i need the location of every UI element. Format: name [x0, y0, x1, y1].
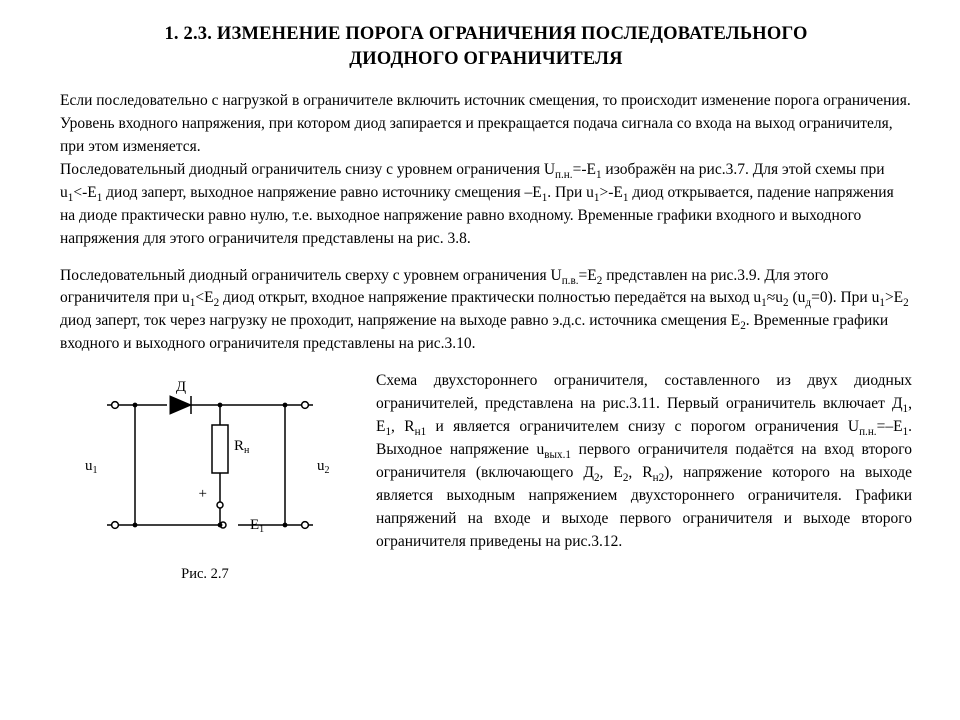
p3-seg: =–E — [877, 418, 903, 435]
p3-seg: , R — [391, 418, 415, 435]
p1-seg: <-E — [73, 184, 96, 201]
svg-text:E1: E1 — [250, 517, 264, 535]
figure-caption: Рис. 2.7 — [60, 566, 350, 583]
p2-seg: <E — [195, 289, 213, 306]
p1-seg: >-E — [599, 184, 622, 201]
svg-text:Rн: Rн — [234, 438, 250, 456]
p1-seg: Последовательный диодный ограничитель сн… — [60, 161, 555, 178]
section-title: 1. 2.3. ИЗМЕНЕНИЕ ПОРОГА ОГРАНИЧЕНИЯ ПОС… — [60, 22, 912, 72]
p2-seg: (u — [789, 289, 806, 306]
circuit-diagram: Д Rн u1 u2 + E1 — [60, 370, 350, 560]
paragraph-3: Схема двухстороннего ограничителя, соста… — [376, 370, 912, 554]
figure-row: Д Rн u1 u2 + E1 Рис. 2.7 Схема двухстороннего… — [60, 370, 912, 583]
svg-text:+: + — [199, 486, 207, 502]
svg-text:Д: Д — [176, 379, 186, 395]
p2-seg: диод открыт, входное напряжение практиче… — [219, 289, 761, 306]
p3-seg: и является ограничителем снизу с порогом… — [426, 418, 859, 435]
p2-seg: ≈u — [767, 289, 783, 306]
title-line-2: ДИОДНОГО ОГРАНИЧИТЕЛЯ — [349, 49, 622, 69]
title-line-1: 1. 2.3. ИЗМЕНЕНИЕ ПОРОГА ОГРАНИЧЕНИЯ ПОС… — [164, 24, 807, 44]
p3-sub: вых.1 — [544, 449, 571, 461]
p3-seg: , E — [600, 464, 623, 481]
paragraph-1: Если последовательно с нагрузкой в огран… — [60, 90, 912, 251]
p2-seg: Последовательный диодный ограничитель св… — [60, 267, 562, 284]
svg-text:u2: u2 — [317, 458, 330, 476]
p3-seg: , R — [628, 464, 652, 481]
p2-seg: =0). При u — [811, 289, 879, 306]
p1-seg: диод заперт, выходное напряжение равно и… — [102, 184, 541, 201]
svg-text:u1: u1 — [85, 458, 98, 476]
p1-sub: п.н. — [555, 169, 573, 181]
p3-seg: Схема двухстороннего ограничителя, соста… — [376, 372, 912, 412]
p2-seg: >E — [885, 289, 903, 306]
p3-sub: н2 — [653, 472, 665, 484]
p1-seg: =-E — [573, 161, 596, 178]
figure-column: Д Rн u1 u2 + E1 Рис. 2.7 — [60, 370, 350, 583]
p2-sub: п.в. — [562, 275, 579, 287]
p2-seg: =E — [579, 267, 597, 284]
p3-sub: п.н. — [859, 426, 877, 438]
p1-seg: . При u — [547, 184, 594, 201]
p2-sub: 2 — [903, 298, 909, 310]
paragraph-2: Последовательный диодный ограничитель св… — [60, 265, 912, 357]
paragraph-3-column: Схема двухстороннего ограничителя, соста… — [376, 370, 912, 583]
p1-intro: Если последовательно с нагрузкой в огран… — [60, 92, 911, 155]
p2-seg: диод заперт, ток через нагрузку не прохо… — [60, 312, 740, 329]
p3-sub: н1 — [415, 426, 427, 438]
